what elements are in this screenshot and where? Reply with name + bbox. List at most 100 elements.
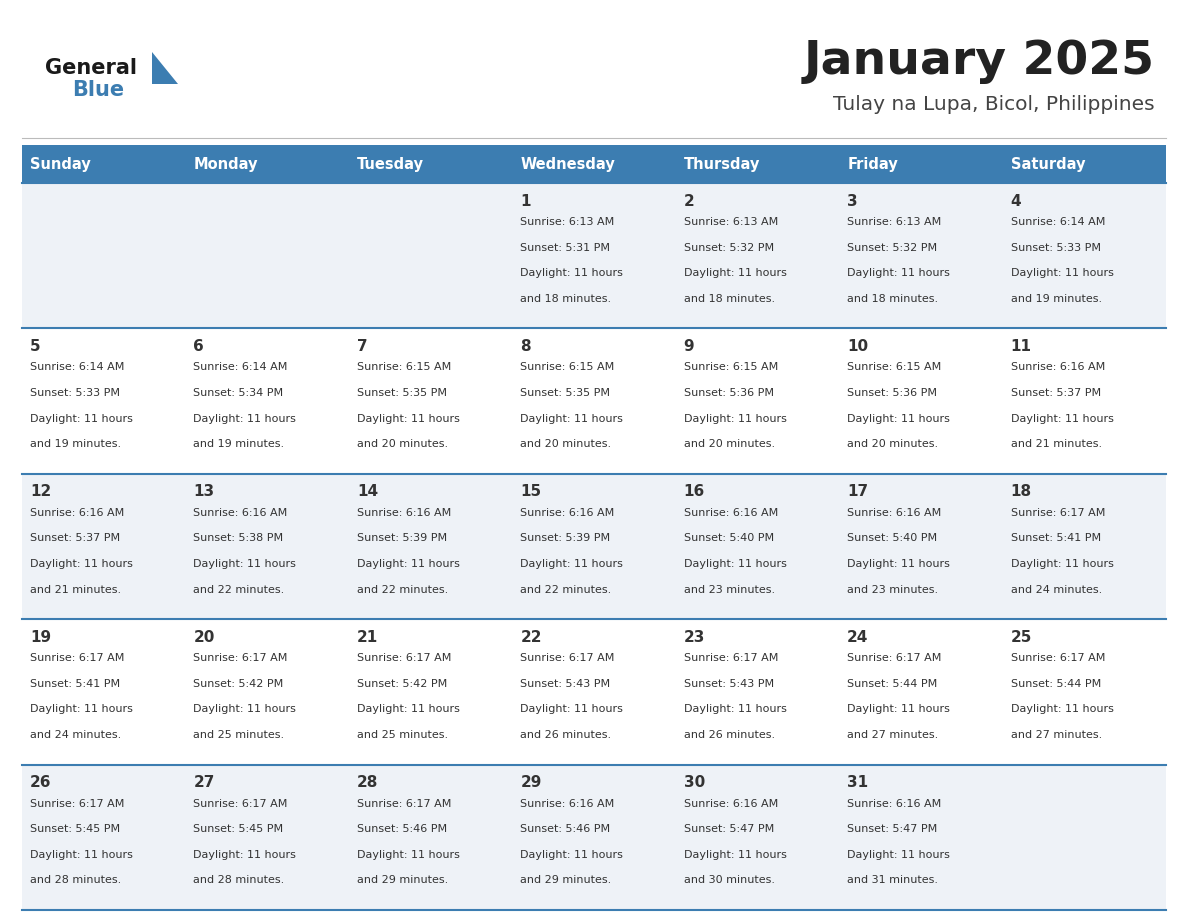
Text: Sunset: 5:35 PM: Sunset: 5:35 PM (356, 388, 447, 398)
Text: 20: 20 (194, 630, 215, 644)
Text: 29: 29 (520, 775, 542, 790)
Text: Sunset: 5:41 PM: Sunset: 5:41 PM (1011, 533, 1101, 543)
Text: Sunset: 5:33 PM: Sunset: 5:33 PM (30, 388, 120, 398)
Text: Sunrise: 6:17 AM: Sunrise: 6:17 AM (30, 654, 125, 663)
Text: Sunrise: 6:17 AM: Sunrise: 6:17 AM (194, 654, 287, 663)
Text: 4: 4 (1011, 194, 1022, 208)
Text: Daylight: 11 hours: Daylight: 11 hours (356, 704, 460, 714)
Text: Sunset: 5:43 PM: Sunset: 5:43 PM (520, 678, 611, 688)
Text: 15: 15 (520, 485, 542, 499)
Text: and 22 minutes.: and 22 minutes. (194, 585, 285, 595)
Text: 6: 6 (194, 339, 204, 354)
Text: Sunset: 5:40 PM: Sunset: 5:40 PM (847, 533, 937, 543)
Text: 3: 3 (847, 194, 858, 208)
Text: Sunrise: 6:17 AM: Sunrise: 6:17 AM (847, 654, 942, 663)
Text: Sunrise: 6:17 AM: Sunrise: 6:17 AM (194, 799, 287, 809)
Text: Sunrise: 6:14 AM: Sunrise: 6:14 AM (1011, 217, 1105, 227)
Text: Daylight: 11 hours: Daylight: 11 hours (520, 559, 624, 569)
Text: Sunset: 5:39 PM: Sunset: 5:39 PM (356, 533, 447, 543)
Text: 11: 11 (1011, 339, 1031, 354)
Text: 25: 25 (1011, 630, 1032, 644)
Text: and 28 minutes.: and 28 minutes. (194, 876, 285, 885)
Text: Sunrise: 6:16 AM: Sunrise: 6:16 AM (194, 508, 287, 518)
FancyBboxPatch shape (185, 145, 349, 183)
Text: Daylight: 11 hours: Daylight: 11 hours (520, 268, 624, 278)
FancyBboxPatch shape (349, 145, 512, 183)
Text: and 30 minutes.: and 30 minutes. (684, 876, 775, 885)
Text: Sunset: 5:32 PM: Sunset: 5:32 PM (684, 242, 773, 252)
FancyBboxPatch shape (839, 145, 1003, 183)
Text: 31: 31 (847, 775, 868, 790)
Text: Sunset: 5:40 PM: Sunset: 5:40 PM (684, 533, 773, 543)
Text: Sunset: 5:36 PM: Sunset: 5:36 PM (684, 388, 773, 398)
FancyBboxPatch shape (23, 620, 1165, 765)
Text: and 18 minutes.: and 18 minutes. (684, 294, 775, 304)
Text: Sunrise: 6:13 AM: Sunrise: 6:13 AM (847, 217, 941, 227)
Text: and 31 minutes.: and 31 minutes. (847, 876, 939, 885)
Text: Daylight: 11 hours: Daylight: 11 hours (520, 413, 624, 423)
Text: Sunset: 5:35 PM: Sunset: 5:35 PM (520, 388, 611, 398)
Text: Daylight: 11 hours: Daylight: 11 hours (520, 704, 624, 714)
Text: 16: 16 (684, 485, 704, 499)
Text: Daylight: 11 hours: Daylight: 11 hours (847, 413, 950, 423)
Text: Tuesday: Tuesday (356, 156, 424, 172)
Text: Sunrise: 6:17 AM: Sunrise: 6:17 AM (684, 654, 778, 663)
Text: Daylight: 11 hours: Daylight: 11 hours (684, 413, 786, 423)
Text: 27: 27 (194, 775, 215, 790)
Text: Daylight: 11 hours: Daylight: 11 hours (194, 413, 296, 423)
Text: Sunrise: 6:17 AM: Sunrise: 6:17 AM (30, 799, 125, 809)
Text: Sunset: 5:37 PM: Sunset: 5:37 PM (30, 533, 120, 543)
Text: Sunrise: 6:14 AM: Sunrise: 6:14 AM (30, 363, 125, 373)
Text: and 25 minutes.: and 25 minutes. (194, 730, 285, 740)
Text: and 19 minutes.: and 19 minutes. (1011, 294, 1101, 304)
Text: January 2025: January 2025 (804, 39, 1155, 84)
Text: Daylight: 11 hours: Daylight: 11 hours (194, 559, 296, 569)
Text: Sunrise: 6:16 AM: Sunrise: 6:16 AM (520, 799, 614, 809)
Text: Sunday: Sunday (30, 156, 90, 172)
Text: and 24 minutes.: and 24 minutes. (1011, 585, 1101, 595)
Text: Daylight: 11 hours: Daylight: 11 hours (30, 850, 133, 860)
Polygon shape (152, 52, 178, 84)
Text: 23: 23 (684, 630, 706, 644)
Text: Sunrise: 6:17 AM: Sunrise: 6:17 AM (356, 799, 451, 809)
Text: Sunset: 5:36 PM: Sunset: 5:36 PM (847, 388, 937, 398)
FancyBboxPatch shape (1003, 145, 1165, 183)
Text: Daylight: 11 hours: Daylight: 11 hours (684, 559, 786, 569)
Text: Monday: Monday (194, 156, 258, 172)
Text: Daylight: 11 hours: Daylight: 11 hours (356, 413, 460, 423)
Text: Sunrise: 6:16 AM: Sunrise: 6:16 AM (520, 508, 614, 518)
Text: and 29 minutes.: and 29 minutes. (520, 876, 612, 885)
Text: Daylight: 11 hours: Daylight: 11 hours (30, 704, 133, 714)
Text: Sunset: 5:42 PM: Sunset: 5:42 PM (356, 678, 447, 688)
Text: 28: 28 (356, 775, 378, 790)
Text: and 29 minutes.: and 29 minutes. (356, 876, 448, 885)
Text: Daylight: 11 hours: Daylight: 11 hours (684, 850, 786, 860)
Text: Daylight: 11 hours: Daylight: 11 hours (356, 850, 460, 860)
FancyBboxPatch shape (512, 145, 676, 183)
Text: Daylight: 11 hours: Daylight: 11 hours (847, 268, 950, 278)
Text: Sunset: 5:45 PM: Sunset: 5:45 PM (194, 824, 284, 834)
Text: Sunrise: 6:15 AM: Sunrise: 6:15 AM (684, 363, 778, 373)
Text: and 23 minutes.: and 23 minutes. (847, 585, 939, 595)
Text: and 21 minutes.: and 21 minutes. (30, 585, 121, 595)
Text: 13: 13 (194, 485, 215, 499)
FancyBboxPatch shape (23, 329, 1165, 474)
Text: 12: 12 (30, 485, 51, 499)
Text: Daylight: 11 hours: Daylight: 11 hours (847, 850, 950, 860)
Text: Daylight: 11 hours: Daylight: 11 hours (1011, 268, 1113, 278)
Text: Daylight: 11 hours: Daylight: 11 hours (356, 559, 460, 569)
Text: and 19 minutes.: and 19 minutes. (30, 439, 121, 449)
Text: Daylight: 11 hours: Daylight: 11 hours (194, 850, 296, 860)
Text: 7: 7 (356, 339, 367, 354)
Text: and 26 minutes.: and 26 minutes. (684, 730, 775, 740)
Text: Sunset: 5:38 PM: Sunset: 5:38 PM (194, 533, 284, 543)
Text: Thursday: Thursday (684, 156, 760, 172)
Text: 18: 18 (1011, 485, 1031, 499)
Text: Sunrise: 6:15 AM: Sunrise: 6:15 AM (356, 363, 451, 373)
Text: Sunrise: 6:15 AM: Sunrise: 6:15 AM (847, 363, 941, 373)
Text: 21: 21 (356, 630, 378, 644)
Text: Sunset: 5:46 PM: Sunset: 5:46 PM (520, 824, 611, 834)
Text: Sunset: 5:44 PM: Sunset: 5:44 PM (847, 678, 937, 688)
Text: General: General (45, 58, 137, 78)
Text: Daylight: 11 hours: Daylight: 11 hours (1011, 413, 1113, 423)
